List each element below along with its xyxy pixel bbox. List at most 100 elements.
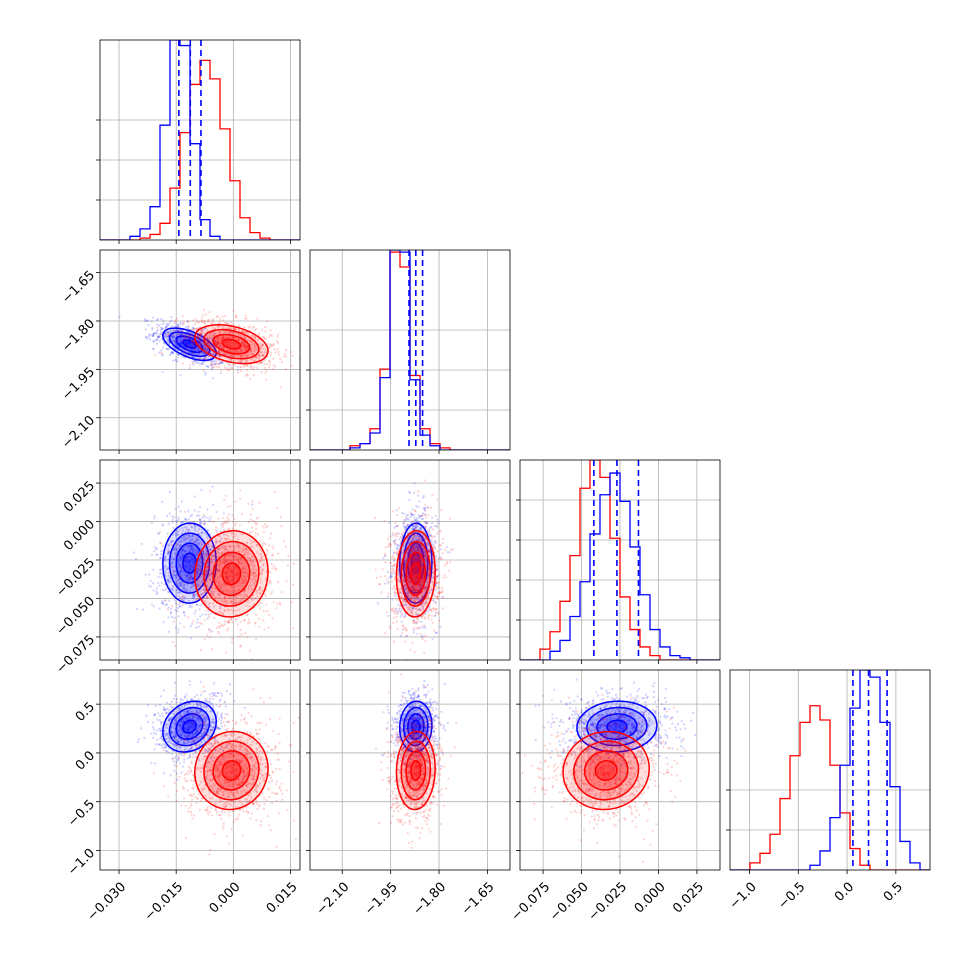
data-point (163, 588, 167, 591)
data-point (223, 596, 227, 599)
data-point (231, 637, 234, 640)
data-point (208, 344, 211, 347)
data-point (225, 629, 229, 632)
data-point (177, 546, 180, 549)
data-point (174, 608, 177, 611)
data-point (204, 570, 207, 573)
data-point (234, 500, 237, 503)
data-point (255, 544, 259, 547)
data-point (246, 355, 249, 358)
data-point (227, 368, 231, 371)
data-point (429, 526, 432, 529)
data-point (196, 549, 200, 552)
data-point (396, 513, 399, 517)
data-point (249, 518, 252, 521)
data-point (252, 564, 255, 567)
data-point (187, 341, 190, 344)
data-point (172, 335, 175, 338)
data-point (190, 333, 193, 336)
density-fill (169, 533, 210, 594)
data-point (273, 491, 276, 494)
data-point (405, 604, 408, 607)
data-point (412, 578, 415, 581)
data-point (206, 341, 210, 344)
data-point (177, 603, 181, 607)
data-point (210, 557, 214, 561)
data-point (260, 371, 263, 374)
data-point (192, 593, 195, 596)
data-point (238, 354, 241, 357)
data-point (180, 549, 183, 552)
data-point (211, 583, 214, 586)
data-point (187, 341, 191, 344)
data-point (250, 353, 254, 356)
data-point (226, 568, 229, 571)
data-point (222, 342, 226, 345)
data-point (419, 550, 422, 554)
data-point (228, 619, 231, 622)
data-point (424, 507, 427, 510)
data-point (262, 347, 265, 350)
data-point (412, 528, 415, 531)
data-point (409, 596, 412, 599)
data-point (264, 330, 267, 333)
data-point (265, 577, 268, 580)
data-point (428, 605, 431, 608)
data-point (409, 521, 413, 524)
data-point (263, 628, 266, 631)
panel-2-1 (310, 460, 510, 660)
data-point (436, 591, 439, 595)
data-point (208, 520, 211, 523)
data-point (182, 337, 185, 341)
data-point (223, 609, 226, 613)
data-point (392, 640, 395, 643)
data-point (271, 617, 274, 620)
data-point (396, 550, 399, 553)
data-point (197, 541, 201, 544)
data-point (239, 497, 242, 501)
data-point (201, 577, 204, 581)
data-point (197, 336, 200, 339)
data-point (178, 339, 182, 342)
data-point (178, 332, 181, 335)
data-point (240, 350, 243, 353)
data-point (158, 340, 161, 343)
data-point (211, 366, 214, 370)
data-point (245, 348, 249, 351)
data-point (253, 577, 257, 581)
data-point (178, 601, 182, 605)
data-point (237, 544, 240, 547)
data-point (428, 550, 431, 553)
data-point (412, 558, 415, 561)
data-point (243, 348, 246, 352)
data-point (241, 567, 244, 570)
data-point (187, 321, 190, 324)
data-point (258, 342, 261, 346)
data-point (417, 620, 420, 623)
data-point (205, 634, 209, 637)
data-point (224, 321, 228, 324)
data-point (413, 555, 416, 559)
data-point (218, 337, 221, 340)
data-point (238, 608, 241, 611)
data-point (167, 330, 170, 333)
data-point (196, 536, 199, 539)
data-point (210, 612, 213, 615)
data-point (187, 509, 190, 512)
data-point (415, 545, 418, 549)
data-point (184, 559, 187, 562)
data-point (190, 343, 193, 346)
data-point (236, 538, 240, 541)
data-point (187, 555, 190, 558)
data-point (422, 494, 426, 498)
data-point (411, 573, 414, 576)
data-point (156, 323, 159, 326)
data-point (224, 572, 227, 575)
data-point (213, 363, 216, 366)
data-point (219, 562, 222, 565)
data-point (221, 546, 224, 549)
data-point (193, 584, 196, 588)
data-point (199, 520, 202, 523)
data-point (206, 337, 209, 340)
data-point (200, 342, 203, 345)
